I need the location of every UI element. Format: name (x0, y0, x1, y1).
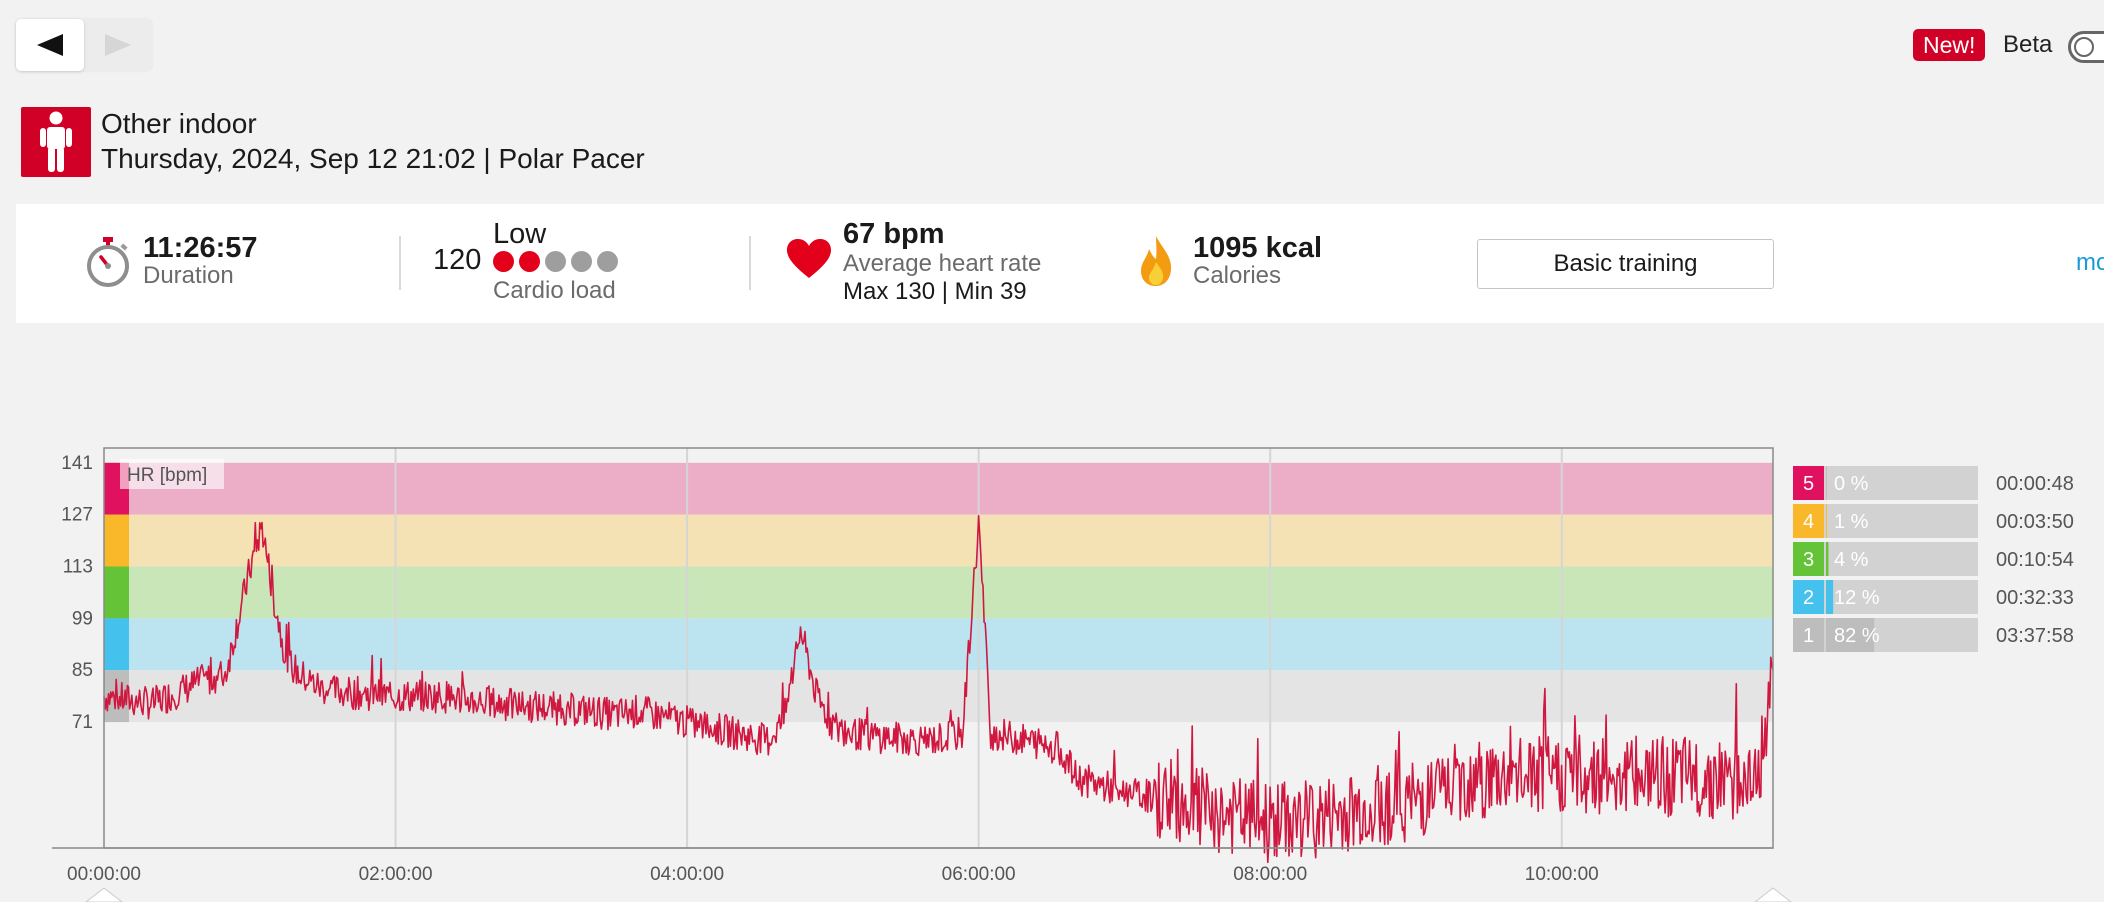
x-tick-label: 02:00:00 (359, 864, 433, 885)
zone-number-box (1793, 542, 1824, 576)
x-gridlines (394, 448, 1563, 848)
hr-zone-band (104, 514, 1773, 567)
zone-percent: 0 % (1834, 473, 1869, 495)
flame-icon (1138, 234, 1174, 293)
cardio-load-dot (545, 251, 566, 272)
calories-label: Calories (1193, 262, 1282, 289)
calories-value: 1095 kcal (1193, 232, 1323, 264)
x-axis-ticks: 00:00:00 02:00:00 04:00:00 06:00:00 08:00:00… (67, 864, 1599, 885)
series-label-box: HR [bpm] (120, 459, 224, 489)
hr-zone-key (104, 618, 129, 671)
previous-button[interactable] (16, 19, 84, 71)
hr-zone-key (104, 514, 129, 567)
hr-zone-band (104, 618, 1773, 671)
sport-name: Other indoor (101, 108, 257, 139)
duration-value: 11:26:57 (143, 232, 258, 264)
zone-bar-fill (1826, 542, 1829, 576)
range-start-handle[interactable] (85, 887, 123, 902)
zone-summary-legend: 5 0 % 00:00:48 4 1 % 00:03:50 3 4 % 00:10:54 2 12 … (1793, 466, 2074, 652)
range-end-handle[interactable] (1754, 887, 1792, 902)
zone-number-box (1793, 618, 1824, 652)
zone-percent: 4 % (1834, 549, 1869, 571)
zone-time: 00:00:48 (1996, 473, 2074, 495)
y-tick-label: 85 (72, 660, 93, 681)
zone-time: 03:37:58 (1996, 625, 2074, 647)
y-tick-label: 141 (61, 453, 93, 474)
hr-series-line (103, 515, 1774, 864)
zone-time: 00:32:33 (1996, 587, 2074, 609)
heart-icon (786, 238, 832, 285)
zone-number: 3 (1803, 549, 1814, 571)
hr-zone-key (104, 566, 129, 619)
zone-bar-fill (1826, 618, 1875, 652)
y-tick-label: 71 (72, 712, 93, 733)
x-tick-label: 00:00:00 (67, 864, 141, 885)
y-tick-label: 99 (72, 608, 93, 629)
y-tick-label: 113 (63, 557, 93, 578)
more-link[interactable]: mo (2076, 249, 2104, 276)
zone-percent: 82 % (1834, 625, 1880, 647)
history-navigation (16, 19, 152, 71)
person-standing-icon (21, 107, 91, 177)
activity-date-device: Thursday, 2024, Sep 12 21:02 | Polar Pac… (101, 143, 645, 174)
x-tick-label: 10:00:00 (1525, 864, 1599, 885)
beta-toggle[interactable] (2068, 31, 2104, 63)
cardio-load-dot (597, 251, 618, 272)
zone-number-box (1793, 466, 1824, 500)
next-button[interactable] (84, 19, 152, 71)
avg-hr-label: Average heart rate (843, 250, 1042, 277)
hr-zone-band (104, 566, 1773, 619)
cardio-load-dot (493, 251, 514, 272)
cardio-load-dot (571, 251, 592, 272)
zone-number-box (1793, 580, 1824, 614)
heart-rate-chart: HR [bpm] 141 127 113 99 85 71 00:00:00 02:00:0… (52, 447, 2074, 902)
triangle-right-icon (105, 34, 131, 56)
divider (399, 236, 401, 290)
y-axis-ticks: 141 127 113 99 85 71 (61, 453, 93, 733)
zone-bar-fill (1826, 580, 1834, 614)
zone-number: 1 (1803, 625, 1814, 647)
hr-zone-band (104, 462, 1773, 515)
cardio-load-dot (519, 251, 540, 272)
divider (749, 236, 751, 290)
stopwatch-icon (85, 236, 131, 293)
summary-bar: 11:26:57 Duration 120 Low Cardio load 67… (16, 204, 2104, 323)
zone-number: 4 (1803, 511, 1814, 533)
zone-number-box (1793, 504, 1824, 538)
avg-hr-value: 67 bpm (843, 218, 945, 250)
training-type-button[interactable]: Basic training (1477, 239, 1774, 289)
hr-max-min: Max 130 | Min 39 (843, 278, 1027, 305)
zone-time: 00:03:50 (1996, 511, 2074, 533)
cardio-load-level: Low (493, 218, 547, 250)
series-label: HR [bpm] (127, 465, 207, 486)
x-tick-label: 06:00:00 (942, 864, 1016, 885)
new-badge: New! (1913, 29, 1986, 61)
zone-number: 5 (1803, 473, 1814, 495)
x-tick-label: 04:00:00 (650, 864, 724, 885)
zone-percent: 1 % (1834, 511, 1869, 533)
zone-percent: 12 % (1834, 587, 1880, 609)
toggle-knob (2074, 37, 2094, 57)
zone-number: 2 (1803, 587, 1814, 609)
beta-label: Beta (2003, 31, 2053, 58)
y-tick-label: 127 (61, 505, 93, 526)
cardio-load-label: Cardio load (493, 277, 616, 304)
x-tick-label: 08:00:00 (1233, 864, 1307, 885)
zone-time: 00:10:54 (1996, 549, 2074, 571)
duration-label: Duration (143, 262, 234, 289)
cardio-load-value: 120 (433, 244, 482, 276)
hr-zone-bands (104, 462, 1773, 723)
triangle-left-icon (37, 34, 63, 56)
zone-bar-fill (1826, 504, 1827, 538)
